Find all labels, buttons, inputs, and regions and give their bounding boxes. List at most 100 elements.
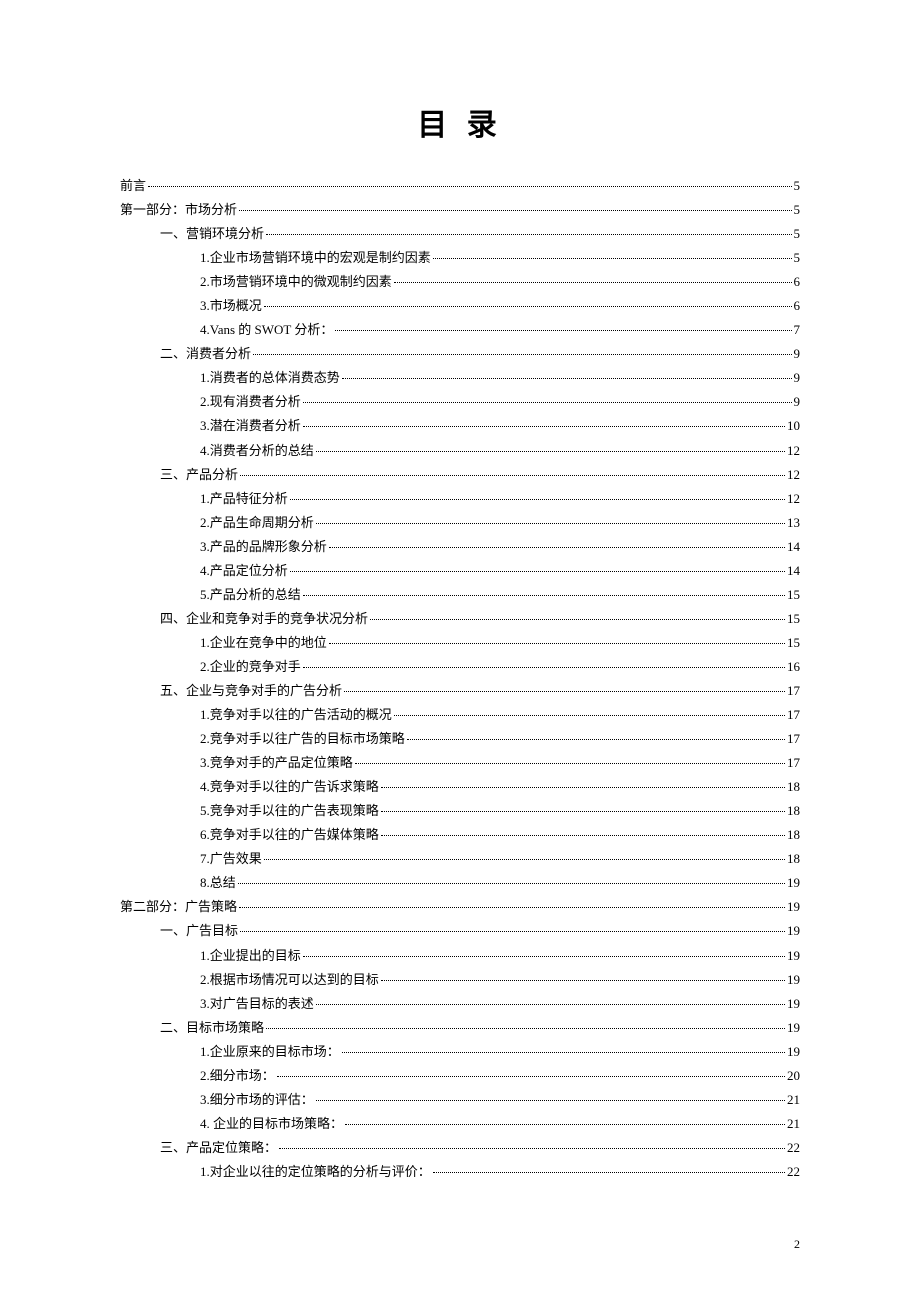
- toc-entry: 5.竞争对手以往的广告表现策略18: [120, 799, 800, 823]
- toc-leader-dots: [239, 210, 791, 211]
- toc-entry-label: 1.消费者的总体消费态势: [200, 366, 340, 390]
- toc-leader-dots: [381, 787, 785, 788]
- toc-leader-dots: [303, 402, 792, 403]
- toc-entry-page: 21: [787, 1088, 800, 1112]
- toc-entry-page: 22: [787, 1136, 800, 1160]
- toc-entry-page: 16: [787, 655, 800, 679]
- toc-entry-label: 1.企业市场营销环境中的宏观是制约因素: [200, 246, 431, 270]
- toc-entry-label: 5.产品分析的总结: [200, 583, 301, 607]
- toc-entry-page: 18: [787, 823, 800, 847]
- toc-entry-page: 18: [787, 775, 800, 799]
- toc-entry-label: 3.对广告目标的表述: [200, 992, 314, 1016]
- toc-entry-page: 17: [787, 679, 800, 703]
- toc-entry-page: 17: [787, 751, 800, 775]
- toc-entry-page: 5: [794, 174, 801, 198]
- toc-entry: 第二部分：广告策略19: [120, 895, 800, 919]
- toc-entry: 二、目标市场策略19: [120, 1016, 800, 1040]
- toc-entry-label: 2.细分市场：: [200, 1064, 275, 1088]
- toc-entry-page: 15: [787, 583, 800, 607]
- toc-entry-label: 3.细分市场的评估：: [200, 1088, 314, 1112]
- toc-leader-dots: [277, 1076, 785, 1077]
- toc-leader-dots: [303, 595, 785, 596]
- table-of-contents: 前言5第一部分：市场分析5一、营销环境分析51.企业市场营销环境中的宏观是制约因…: [120, 174, 800, 1184]
- toc-leader-dots: [290, 499, 785, 500]
- toc-entry-page: 17: [787, 703, 800, 727]
- toc-entry: 6.竞争对手以往的广告媒体策略18: [120, 823, 800, 847]
- toc-entry: 第一部分：市场分析5: [120, 198, 800, 222]
- toc-entry-page: 19: [787, 871, 800, 895]
- toc-entry-page: 10: [787, 414, 800, 438]
- toc-entry-label: 2.竞争对手以往广告的目标市场策略: [200, 727, 405, 751]
- toc-entry-label: 四、企业和竞争对手的竞争状况分析: [160, 607, 368, 631]
- toc-leader-dots: [316, 451, 785, 452]
- toc-entry-label: 2.市场营销环境中的微观制约因素: [200, 270, 392, 294]
- toc-leader-dots: [345, 1124, 785, 1125]
- toc-entry-page: 5: [794, 246, 801, 270]
- toc-entry-label: 2.现有消费者分析: [200, 390, 301, 414]
- toc-leader-dots: [266, 234, 791, 235]
- toc-entry-page: 19: [787, 919, 800, 943]
- toc-entry-label: 7.广告效果: [200, 847, 262, 871]
- toc-entry-label: 二、目标市场策略: [160, 1016, 264, 1040]
- toc-entry-page: 6: [794, 294, 801, 318]
- toc-entry-label: 3.产品的品牌形象分析: [200, 535, 327, 559]
- toc-leader-dots: [342, 1052, 785, 1053]
- toc-entry-page: 14: [787, 535, 800, 559]
- toc-leader-dots: [240, 931, 785, 932]
- toc-leader-dots: [433, 258, 792, 259]
- toc-entry-page: 20: [787, 1064, 800, 1088]
- toc-entry: 3.潜在消费者分析10: [120, 414, 800, 438]
- toc-entry: 一、营销环境分析 5: [120, 222, 800, 246]
- toc-entry: 五、企业与竞争对手的广告分析17: [120, 679, 800, 703]
- toc-entry-label: 一、营销环境分析: [160, 222, 264, 246]
- toc-leader-dots: [279, 1148, 785, 1149]
- toc-entry: 4. 企业的目标市场策略： 21: [120, 1112, 800, 1136]
- toc-entry-page: 7: [794, 318, 801, 342]
- toc-entry: 3.对广告目标的表述 19: [120, 992, 800, 1016]
- toc-entry: 3.细分市场的评估： 21: [120, 1088, 800, 1112]
- toc-leader-dots: [316, 1100, 785, 1101]
- toc-leader-dots: [335, 330, 791, 331]
- toc-entry: 1.消费者的总体消费态势9: [120, 366, 800, 390]
- toc-leader-dots: [266, 1028, 785, 1029]
- toc-leader-dots: [316, 523, 785, 524]
- toc-leader-dots: [303, 956, 785, 957]
- toc-entry-page: 18: [787, 799, 800, 823]
- toc-entry-page: 18: [787, 847, 800, 871]
- toc-leader-dots: [264, 306, 792, 307]
- toc-entry: 1.产品特征分析12: [120, 487, 800, 511]
- toc-entry-page: 21: [787, 1112, 800, 1136]
- toc-entry-label: 1.竞争对手以往的广告活动的概况: [200, 703, 392, 727]
- toc-entry: 1.企业在竞争中的地位15: [120, 631, 800, 655]
- toc-entry-label: 1.企业提出的目标: [200, 944, 301, 968]
- toc-entry-label: 4.竞争对手以往的广告诉求策略: [200, 775, 379, 799]
- toc-entry: 1.对企业以往的定位策略的分析与评价： 22: [120, 1160, 800, 1184]
- toc-entry-page: 5: [794, 222, 801, 246]
- toc-entry-page: 19: [787, 944, 800, 968]
- toc-entry-page: 12: [787, 439, 800, 463]
- toc-entry-page: 19: [787, 968, 800, 992]
- toc-entry-page: 19: [787, 992, 800, 1016]
- toc-entry-label: 4.消费者分析的总结: [200, 439, 314, 463]
- toc-entry-label: 3.市场概况: [200, 294, 262, 318]
- toc-entry-page: 22: [787, 1160, 800, 1184]
- toc-entry-label: 2.产品生命周期分析: [200, 511, 314, 535]
- toc-entry-label: 前言: [120, 174, 146, 198]
- toc-entry: 2.产品生命周期分析13: [120, 511, 800, 535]
- toc-entry: 三、产品定位策略：22: [120, 1136, 800, 1160]
- toc-entry-label: 1.对企业以往的定位策略的分析与评价：: [200, 1160, 431, 1184]
- toc-entry-label: 1.企业原来的目标市场：: [200, 1040, 340, 1064]
- toc-leader-dots: [381, 811, 785, 812]
- toc-leader-dots: [381, 835, 785, 836]
- toc-entry-label: 2.根据市场情况可以达到的目标: [200, 968, 379, 992]
- toc-entry: 3.竞争对手的产品定位策略 17: [120, 751, 800, 775]
- toc-leader-dots: [290, 571, 785, 572]
- toc-entry-label: 3.竞争对手的产品定位策略: [200, 751, 353, 775]
- toc-entry: 2.根据市场情况可以达到的目标 19: [120, 968, 800, 992]
- toc-leader-dots: [329, 547, 785, 548]
- toc-entry: 3.产品的品牌形象分析 14: [120, 535, 800, 559]
- toc-entry: 7.广告效果 18: [120, 847, 800, 871]
- toc-entry: 2.细分市场： 20: [120, 1064, 800, 1088]
- toc-entry: 1.企业原来的目标市场：19: [120, 1040, 800, 1064]
- toc-entry-label: 4. 企业的目标市场策略：: [200, 1112, 343, 1136]
